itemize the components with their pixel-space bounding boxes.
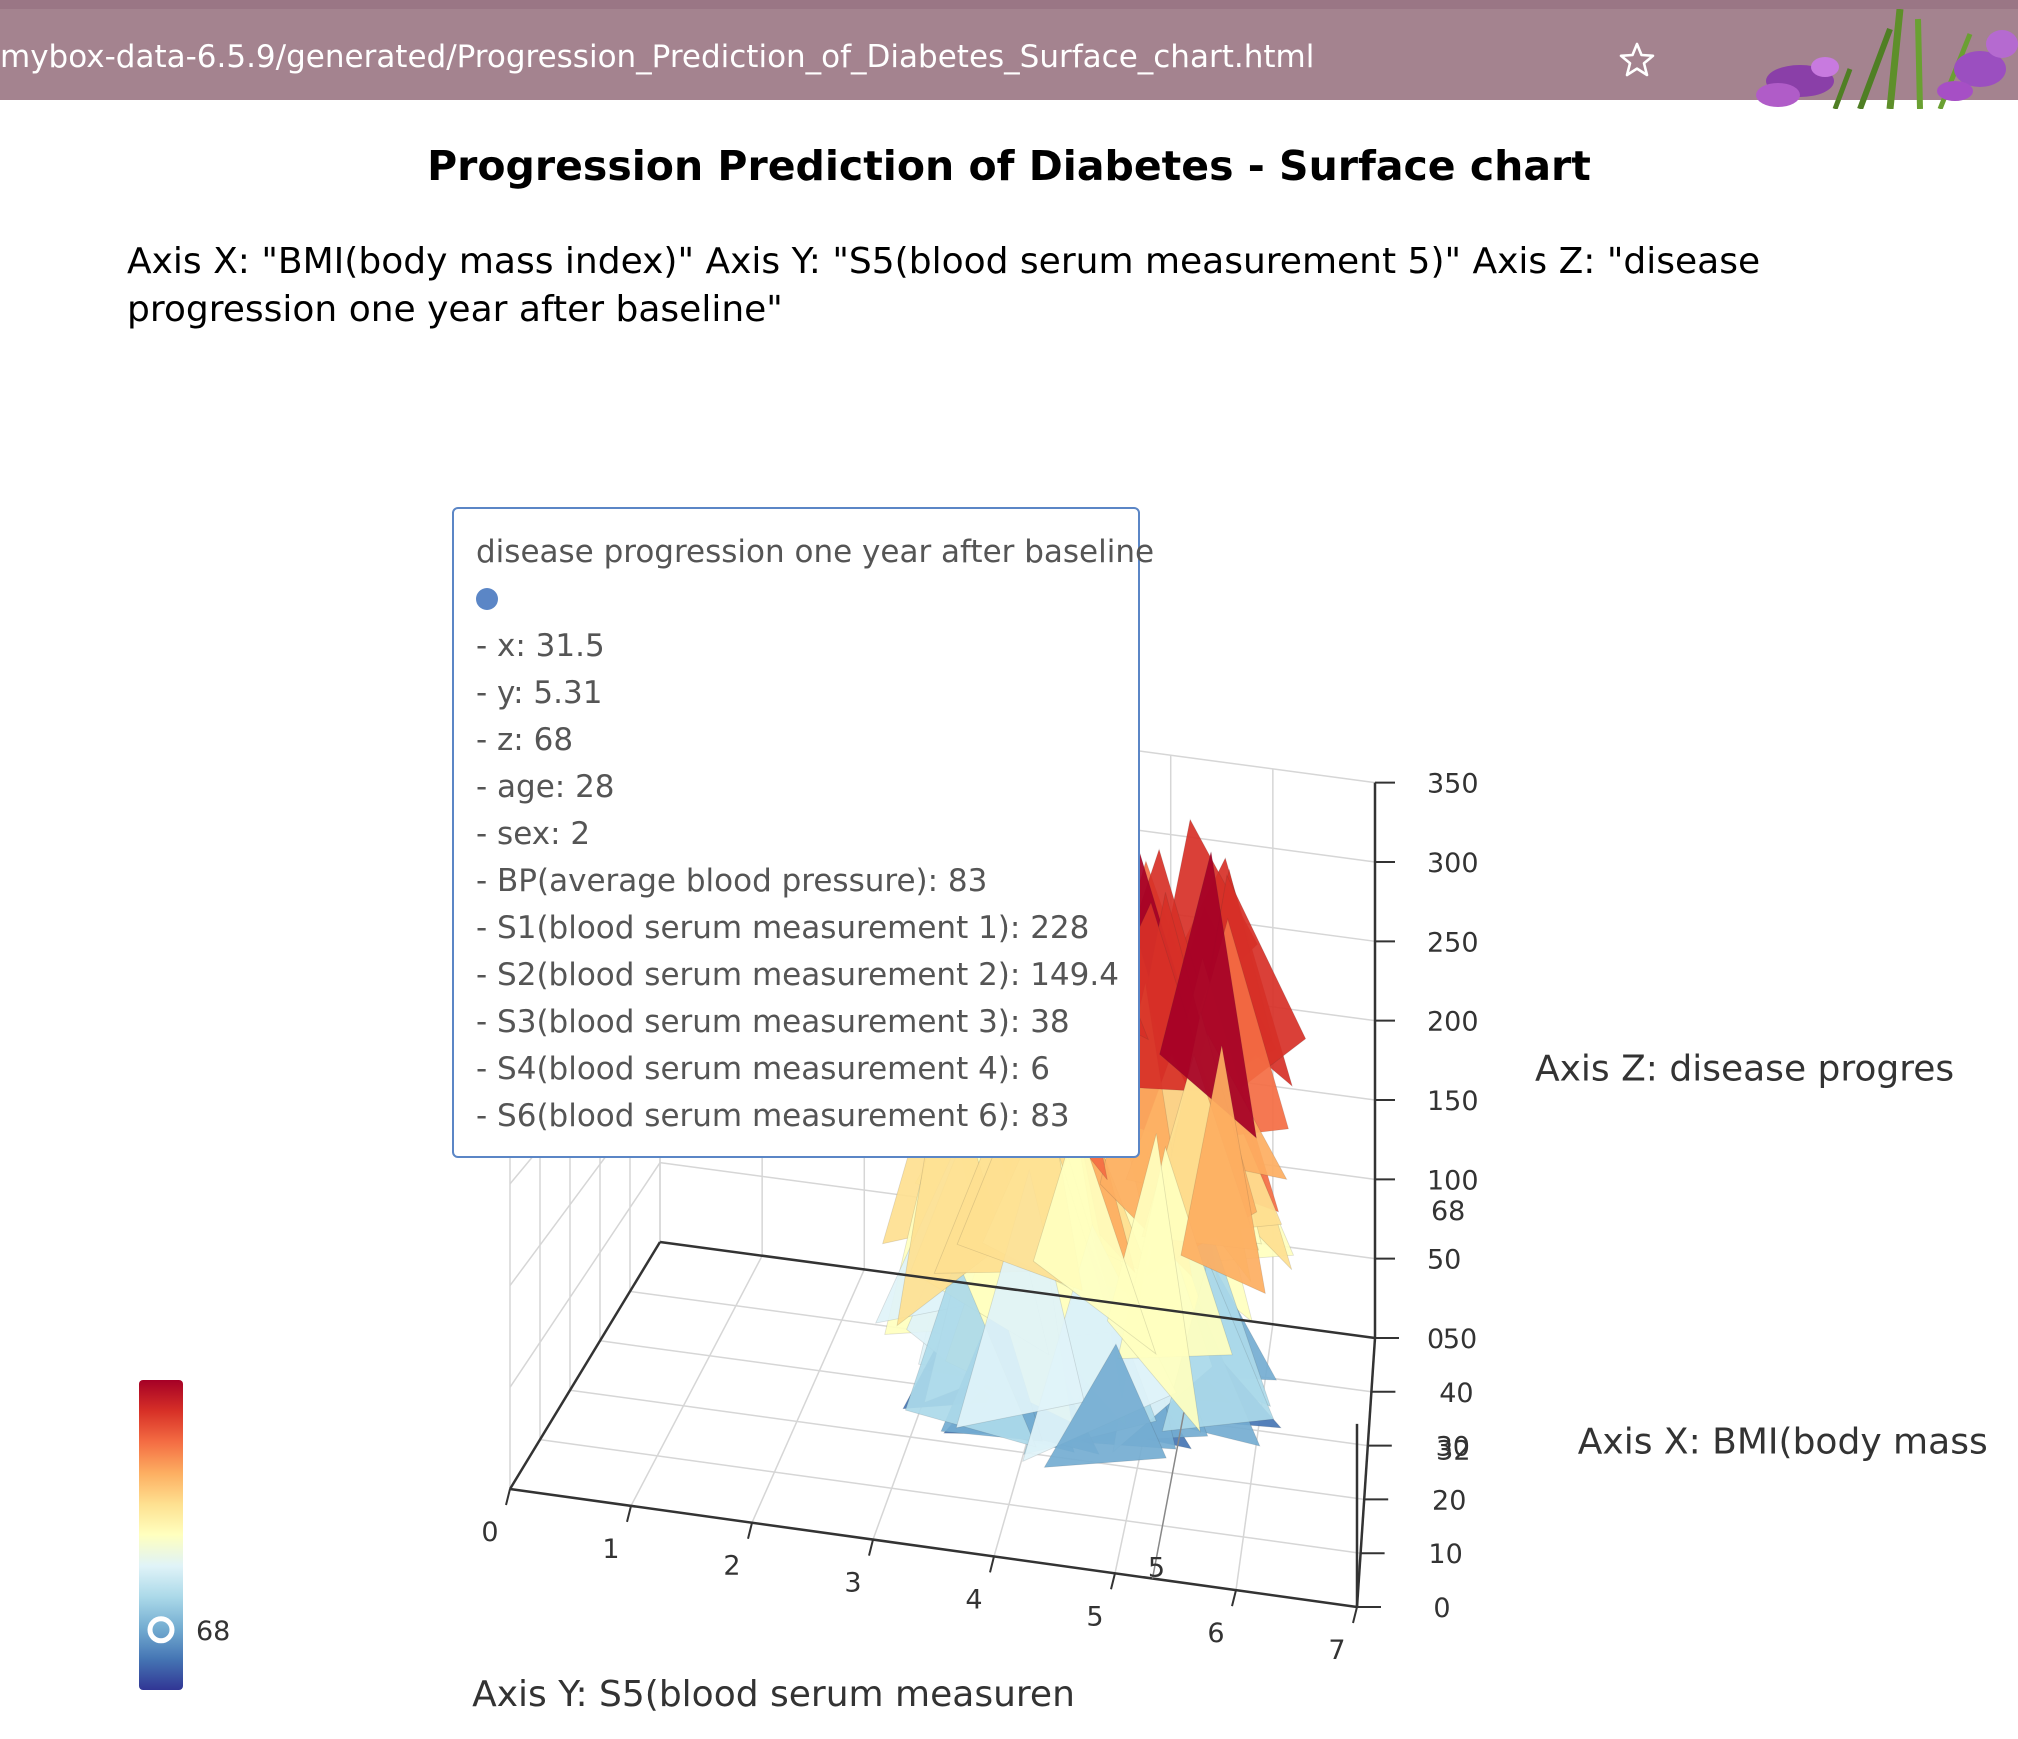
x-axis-tick-label: 40 (1439, 1378, 1473, 1409)
y-axis-tick-label: 4 (965, 1584, 982, 1615)
surface-facet (1032, 1117, 1157, 1355)
tooltip-lines: - x: 31.5 - y: 5.31 - z: 68 - age: 28 - sex:… (476, 623, 1119, 1140)
surface-facet (1180, 1045, 1266, 1295)
z-axis-tick-label: 200 (1427, 1007, 1479, 1038)
tooltip-line: - age: 28 (476, 769, 615, 805)
axis-line (509, 1487, 1358, 1609)
star-icon[interactable] (1618, 41, 1656, 79)
visual-map-value-label: 68 (196, 1616, 230, 1647)
tooltip-line: - S2(blood serum measurement 2): 149.4 (476, 957, 1119, 993)
floor-grid-line (569, 1389, 1365, 1501)
z-axis-tick-label: 150 (1427, 1086, 1479, 1117)
side-wall-grid-line (509, 1162, 661, 1388)
visual-map[interactable]: 68 (139, 1380, 230, 1690)
axis-line (1355, 1337, 1377, 1608)
surface-facet (1106, 1133, 1201, 1434)
tooltip-line: - S1(blood serum measurement 1): 228 (476, 910, 1090, 946)
x-axis-name: Axis X: BMI(body mass (1578, 1422, 1988, 1463)
z-axis-tick-label: 350 (1427, 769, 1479, 800)
tooltip-line: - x: 31.5 (476, 628, 605, 664)
tooltip-line: - BP(average blood pressure): 83 (476, 863, 988, 899)
y-axis-tick (868, 1539, 874, 1556)
axis-line (659, 1240, 1376, 1340)
pointer-guide-line (1151, 1412, 1185, 1579)
y-axis-tick-label: 0 (481, 1517, 498, 1548)
y-axis-tick-label: 1 (602, 1534, 619, 1565)
axis-line (508, 1241, 662, 1490)
surface-facet (1159, 851, 1257, 1139)
tooltip-line: - z: 68 (476, 722, 574, 758)
y-axis-tick (989, 1556, 995, 1573)
chart-axes (508, 782, 1377, 1609)
x-axis-pointer-label: 32 (1436, 1436, 1470, 1467)
tooltip-title: disease progression one year after basel… (476, 534, 1155, 570)
floor-grid-line (630, 1255, 763, 1507)
z-axis-pointer-label: 68 (1431, 1196, 1465, 1227)
tooltip-line: - S3(blood serum measurement 3): 38 (476, 1004, 1070, 1040)
data-tooltip: disease progression one year after basel… (452, 507, 1155, 1158)
browser-address-bar: mybox-data-6.5.9/generated/Progression_P… (0, 0, 2018, 109)
axis-tick-labels: 0123456701020304050050100150200250300350… (472, 769, 1988, 1715)
theme-flowers-image (1756, 9, 2018, 109)
tooltip-marker-row (476, 576, 1116, 623)
surface-facet (955, 1168, 1085, 1429)
page-title: Progression Prediction of Diabetes - Sur… (427, 142, 1591, 190)
axis-ticks (505, 781, 1399, 1624)
y-axis-tick-label: 6 (1207, 1618, 1224, 1649)
y-axis-tick (505, 1488, 511, 1506)
x-axis-tick-label: 20 (1432, 1485, 1466, 1516)
y-axis-tick-label: 2 (723, 1551, 740, 1582)
series-marker-icon (476, 588, 498, 610)
axis-description: Axis X: "BMI(body mass index)" Axis Y: "… (127, 241, 1761, 330)
floor-grid-line (539, 1438, 1361, 1554)
surface-facet (1043, 1343, 1167, 1468)
y-axis-tick (626, 1505, 632, 1523)
y-axis-tick (1352, 1606, 1358, 1624)
floor-grid-line (751, 1269, 865, 1524)
z-axis-name: Axis Z: disease progres (1535, 1048, 1954, 1089)
tooltip-line: - S4(blood serum measurement 4): 6 (476, 1051, 1050, 1087)
z-axis-tick-label: 50 (1427, 1245, 1461, 1276)
x-axis-tick-label: 0 (1433, 1593, 1450, 1624)
z-axis-tick-label: 0 (1427, 1324, 1444, 1355)
x-axis-tick-label: 50 (1443, 1324, 1477, 1355)
y-axis-tick-label: 3 (844, 1568, 861, 1599)
y-axis-tick (1231, 1589, 1237, 1607)
y-axis-tick-label: 7 (1328, 1635, 1345, 1666)
y-axis-tick (747, 1522, 753, 1539)
tooltip-line: - sex: 2 (476, 816, 591, 852)
tooltip-line: - S6(blood serum measurement 6): 83 (476, 1098, 1070, 1134)
visual-map-handle-icon (147, 1616, 175, 1644)
visual-map-bar (139, 1380, 183, 1690)
z-axis-tick-label: 100 (1427, 1165, 1479, 1196)
y-axis-pointer-label: 5 (1148, 1553, 1165, 1584)
url-text[interactable]: mybox-data-6.5.9/generated/Progression_P… (0, 39, 1315, 75)
x-axis-tick-label: 30 (1436, 1432, 1470, 1463)
y-axis-name: Axis Y: S5(blood serum measuren (472, 1674, 1075, 1715)
z-axis-tick-label: 250 (1427, 927, 1479, 958)
y-axis-tick (1110, 1573, 1116, 1590)
z-axis-tick-label: 300 (1427, 848, 1479, 879)
x-axis-tick-label: 10 (1428, 1539, 1462, 1570)
tooltip-line: - y: 5.31 (476, 675, 603, 711)
y-axis-tick-label: 5 (1086, 1601, 1103, 1632)
